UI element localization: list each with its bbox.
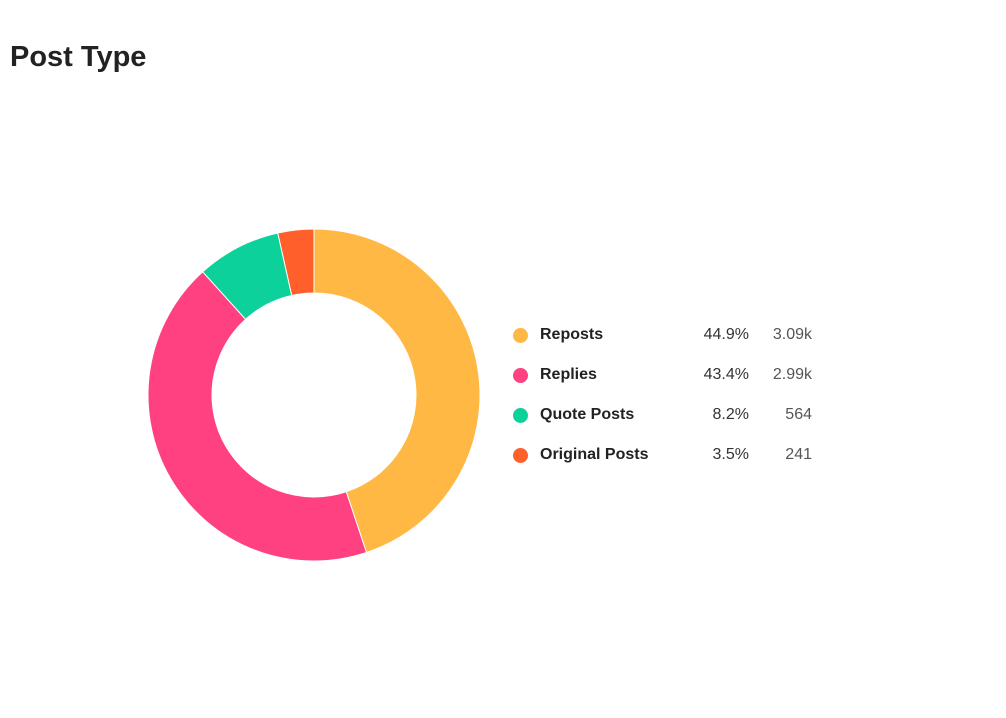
legend-dot-icon bbox=[513, 448, 528, 463]
legend-label: Replies bbox=[540, 366, 597, 383]
donut-slice-original-posts[interactable] bbox=[277, 228, 315, 297]
chart-title: Post Type bbox=[10, 41, 147, 73]
legend-item-reposts[interactable]: Reposts 44.9% 3.09k bbox=[512, 316, 832, 356]
legend-dot-icon bbox=[513, 368, 528, 383]
legend-count: 3.09k bbox=[772, 326, 812, 343]
donut-slice-reposts[interactable] bbox=[313, 228, 481, 554]
legend-dot-icon bbox=[513, 408, 528, 423]
legend: Reposts 44.9% 3.09k Replies 43.4% 2.99k … bbox=[512, 316, 832, 476]
legend-percent: 8.2% bbox=[712, 406, 749, 423]
legend-count: 564 bbox=[785, 406, 812, 423]
legend-item-quote-posts[interactable]: Quote Posts 8.2% 564 bbox=[512, 396, 832, 436]
legend-percent: 43.4% bbox=[703, 366, 749, 383]
legend-label: Quote Posts bbox=[540, 406, 635, 423]
legend-count: 241 bbox=[785, 446, 812, 463]
legend-label: Original Posts bbox=[540, 446, 649, 463]
donut-chart bbox=[147, 228, 481, 562]
legend-count: 2.99k bbox=[772, 366, 812, 383]
legend-item-replies[interactable]: Replies 43.4% 2.99k bbox=[512, 356, 832, 396]
legend-item-original-posts[interactable]: Original Posts 3.5% 241 bbox=[512, 436, 832, 476]
legend-dot-icon bbox=[513, 328, 528, 343]
legend-percent: 3.5% bbox=[712, 446, 749, 463]
donut-slice-replies[interactable] bbox=[147, 271, 368, 562]
legend-percent: 44.9% bbox=[703, 326, 749, 343]
legend-label: Reposts bbox=[540, 326, 604, 343]
